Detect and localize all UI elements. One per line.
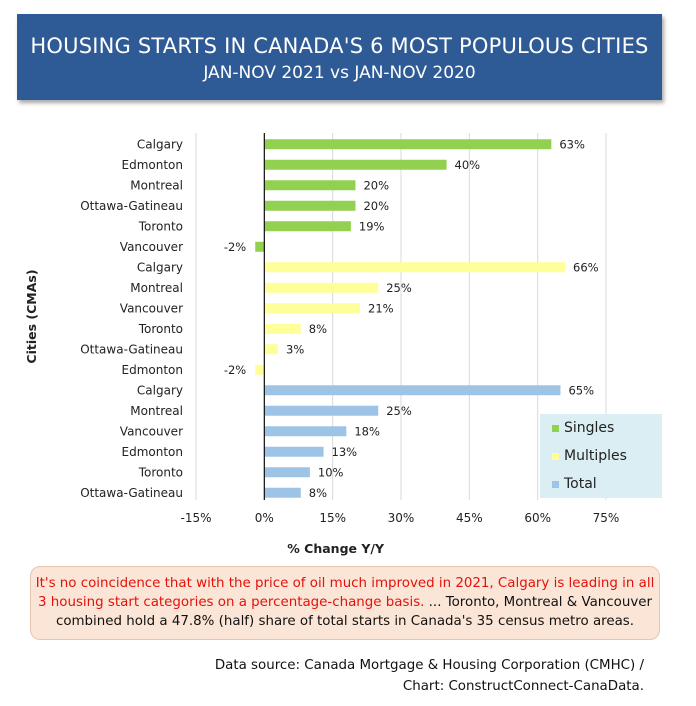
category-label: Calgary bbox=[137, 260, 183, 274]
category-label: Edmonton bbox=[122, 363, 184, 377]
bar bbox=[264, 282, 379, 293]
data-label: 8% bbox=[309, 322, 327, 336]
legend-box bbox=[540, 414, 662, 498]
bar bbox=[264, 262, 565, 273]
category-label: Ottawa-Gatineau bbox=[80, 486, 183, 500]
x-tick-label: 0% bbox=[255, 511, 274, 525]
category-label: Montreal bbox=[130, 281, 183, 295]
data-label: 63% bbox=[559, 137, 585, 151]
bar bbox=[264, 159, 447, 170]
x-tick-label: 60% bbox=[524, 511, 551, 525]
category-label: Edmonton bbox=[122, 158, 184, 172]
category-label: Toronto bbox=[138, 465, 183, 479]
source-line-2: Chart: ConstructConnect-CanaData. bbox=[402, 679, 644, 694]
data-label: 40% bbox=[455, 158, 481, 172]
legend-swatch bbox=[552, 481, 559, 488]
category-label: Vancouver bbox=[120, 240, 183, 254]
category-label: Vancouver bbox=[120, 424, 183, 438]
data-label: 10% bbox=[318, 465, 344, 479]
category-label: Ottawa-Gatineau bbox=[80, 199, 183, 213]
bar bbox=[255, 241, 265, 252]
data-label: 25% bbox=[386, 404, 412, 418]
data-label: 25% bbox=[386, 281, 412, 295]
commentary-text: ... Toronto, Montreal & Vancouver combin… bbox=[55, 595, 652, 629]
category-label: Calgary bbox=[137, 383, 183, 397]
legend-label: Multiples bbox=[564, 448, 627, 464]
legend-label: Singles bbox=[564, 420, 614, 436]
source-note: Data source: Canada Mortgage & Housing C… bbox=[215, 655, 644, 697]
data-label: 20% bbox=[363, 178, 389, 192]
data-label: 13% bbox=[332, 445, 358, 459]
legend-label: Total bbox=[563, 476, 597, 492]
data-label: 8% bbox=[309, 486, 327, 500]
category-label: Toronto bbox=[138, 322, 183, 336]
category-label: Montreal bbox=[130, 404, 183, 418]
x-axis-title: % Change Y/Y bbox=[287, 541, 385, 556]
bar bbox=[264, 180, 356, 191]
bar bbox=[264, 405, 379, 416]
category-label: Vancouver bbox=[120, 301, 183, 315]
y-axis-title: Cities (CMAs) bbox=[24, 269, 39, 363]
x-tick-label: 75% bbox=[593, 511, 620, 525]
data-label: -2% bbox=[224, 363, 246, 377]
bar bbox=[264, 426, 347, 437]
data-label: 3% bbox=[286, 342, 304, 356]
x-tick-label: 45% bbox=[456, 511, 483, 525]
bar-chart: -15% 0% 15% 30% 45% 60% 75% % Change Y/Y Cities … bbox=[24, 133, 662, 556]
bar bbox=[264, 487, 301, 498]
data-label: 19% bbox=[359, 219, 385, 233]
bar bbox=[264, 467, 310, 478]
data-label: -2% bbox=[224, 240, 246, 254]
bar bbox=[264, 303, 360, 314]
x-tick-label: 30% bbox=[388, 511, 415, 525]
bar bbox=[255, 364, 265, 375]
chart-title: HOUSING STARTS IN CANADA'S 6 MOST POPULO… bbox=[30, 34, 649, 58]
chart-title-banner: HOUSING STARTS IN CANADA'S 6 MOST POPULO… bbox=[17, 14, 662, 100]
data-label: 20% bbox=[363, 199, 389, 213]
bar bbox=[264, 221, 351, 232]
bar bbox=[264, 344, 278, 355]
x-tick-label: 15% bbox=[319, 511, 346, 525]
bar bbox=[264, 446, 324, 457]
data-label: 21% bbox=[368, 301, 394, 315]
chart-subtitle: JAN-NOV 2021 vs JAN-NOV 2020 bbox=[203, 63, 476, 83]
legend-swatch bbox=[552, 425, 559, 432]
bar bbox=[264, 200, 356, 211]
category-label: Toronto bbox=[138, 219, 183, 233]
category-label: Ottawa-Gatineau bbox=[80, 342, 183, 356]
data-label: 18% bbox=[354, 424, 380, 438]
data-label: 66% bbox=[573, 260, 599, 274]
commentary-highlight: It's no coincidence that with the price … bbox=[35, 576, 655, 610]
category-label: Calgary bbox=[137, 137, 183, 151]
bar bbox=[264, 323, 301, 334]
bar bbox=[264, 385, 561, 396]
commentary-box: It's no coincidence that with the price … bbox=[30, 566, 660, 640]
source-line-1: Data source: Canada Mortgage & Housing C… bbox=[214, 658, 644, 673]
data-label: 65% bbox=[568, 383, 594, 397]
x-tick-label: -15% bbox=[180, 511, 211, 525]
bar bbox=[264, 139, 552, 150]
legend-swatch bbox=[552, 453, 559, 460]
category-label: Edmonton bbox=[122, 445, 184, 459]
category-label: Montreal bbox=[130, 178, 183, 192]
